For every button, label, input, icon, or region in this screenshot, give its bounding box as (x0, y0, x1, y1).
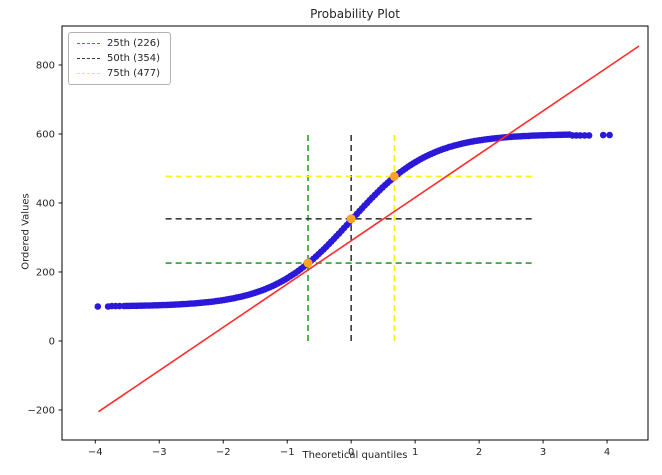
x-tick-label: 0 (348, 447, 354, 458)
legend-line-sample (77, 58, 100, 59)
scatter-point (116, 302, 123, 310)
plot-frame (61, 25, 649, 441)
scatter-point (606, 131, 613, 139)
y-tick-label: 600 (36, 129, 55, 140)
y-tick-label: −200 (28, 405, 55, 416)
quantile-markers (303, 171, 399, 268)
scatter-point (94, 303, 102, 310)
x-axis-label: Theoretical quantiles (302, 450, 408, 461)
x-tick-label: 1 (412, 447, 418, 458)
x-tick-label: −4 (88, 447, 103, 458)
legend-label: 75th (477) (107, 68, 161, 79)
scatter-series (94, 131, 613, 310)
legend-line-sample (77, 43, 100, 44)
x-tick-label: 2 (476, 447, 482, 458)
percentile-lines (165, 133, 534, 341)
legend-item: 25th (226) (77, 38, 160, 49)
y-tick-label: 200 (36, 267, 55, 278)
scatter-point (599, 131, 607, 139)
legend-line-sample (77, 73, 100, 74)
quantile-marker (389, 171, 399, 181)
fit-line (98, 45, 640, 413)
y-tick-label: 400 (36, 198, 55, 209)
legend-label: 25th (226) (107, 38, 161, 49)
x-tick-label: −3 (152, 447, 167, 458)
x-tick-label: −1 (280, 447, 295, 458)
axes: −4 −3 −2 −1 0 1 2 3 4 −200 0 200 400 600 800 (28, 25, 649, 458)
scatter-point (585, 132, 593, 139)
x-tick-label: −2 (216, 447, 231, 458)
y-tick-label: 800 (36, 60, 55, 71)
legend-item: 75th (477) (77, 68, 160, 79)
x-tick-label: 3 (540, 447, 546, 458)
legend-label: 50th (354) (107, 53, 161, 64)
quantile-marker (346, 214, 356, 224)
y-axis-label: Ordered Values (20, 193, 32, 270)
legend: 25th (226) 50th (354) 75th (477) (68, 32, 172, 85)
x-tick-label: 4 (604, 447, 610, 458)
legend-item: 50th (354) (77, 53, 160, 64)
y-tick-label: 0 (49, 336, 55, 347)
quantile-marker (303, 258, 313, 268)
chart-title: Probability Plot (310, 7, 400, 21)
